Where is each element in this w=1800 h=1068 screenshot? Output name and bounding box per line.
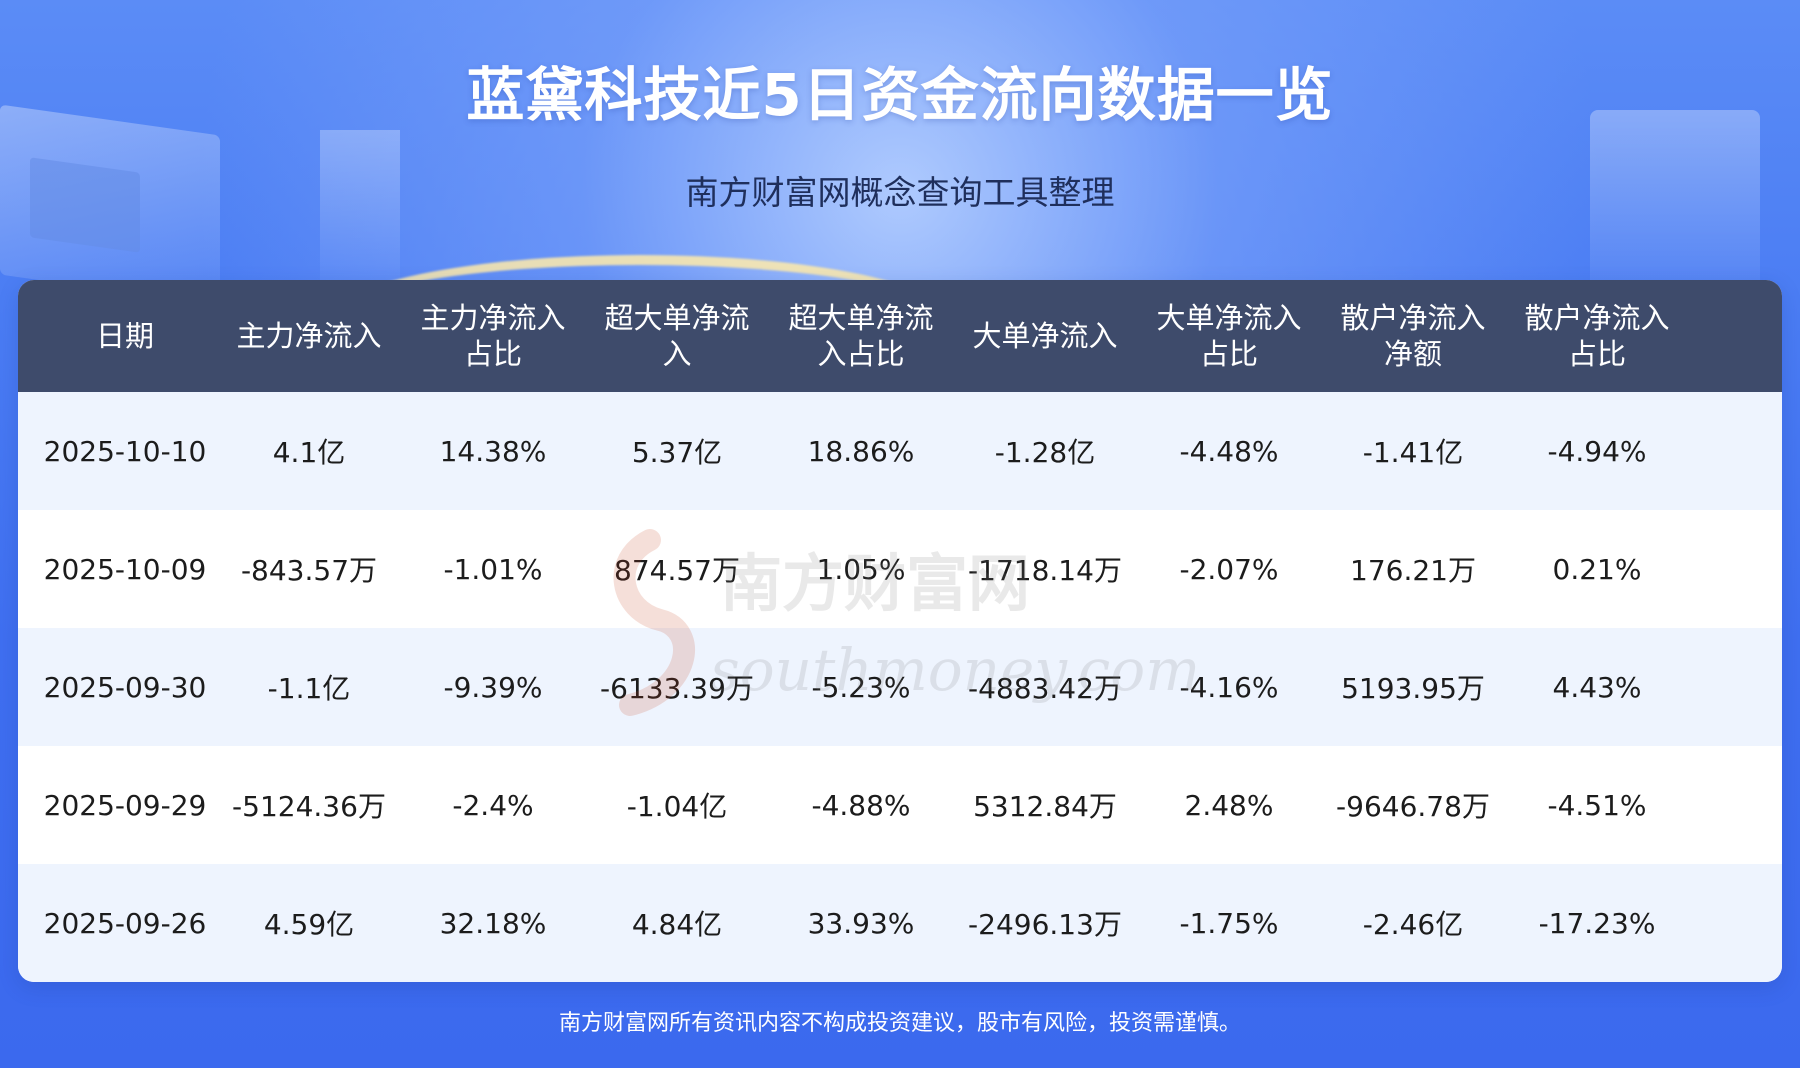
table-cell: 874.57万 — [614, 554, 740, 587]
table-cell: -5124.36万 — [232, 790, 386, 823]
table-cell: -843.57万 — [240, 554, 378, 587]
table-cell: -9646.78万 — [1336, 790, 1490, 823]
table-cell: -5.23% — [811, 670, 911, 704]
column-header: 日期 — [95, 319, 154, 353]
table-cell: 176.21万 — [1350, 554, 1476, 587]
table-cell: 2025-09-30 — [43, 670, 207, 704]
page-subtitle: 南方财富网概念查询工具整理 — [685, 173, 1115, 212]
column-header: 大单净流入 — [972, 319, 1118, 353]
table-cell: 4.1亿 — [272, 436, 346, 469]
table-cell: 4.84亿 — [631, 908, 723, 941]
column-header: 散户净流入 占比 — [1524, 301, 1670, 371]
table-cell: -9.39% — [443, 670, 543, 704]
table-cell: 0.21% — [1552, 552, 1642, 586]
column-header: 大单净流入 占比 — [1156, 301, 1302, 371]
table-cell: 1.05% — [816, 552, 906, 586]
table-row: 2025-09-26 4.59亿 32.18% 4.84亿 33.93% -24… — [18, 864, 1782, 982]
table-cell: -1.28亿 — [994, 436, 1096, 469]
table-cell: -6133.39万 — [600, 672, 754, 705]
table-cell: 5312.84万 — [973, 790, 1117, 823]
table-cell: 4.43% — [1552, 670, 1642, 704]
table-cell: -4.88% — [811, 788, 911, 822]
table-cell: -1.1亿 — [267, 672, 351, 705]
column-header: 散户净流入 净额 — [1340, 301, 1486, 371]
decor-arc — [330, 255, 950, 385]
table-cell: 5193.95万 — [1341, 672, 1485, 705]
table-cell: -1.01% — [443, 552, 543, 586]
table-cell: 32.18% — [439, 906, 547, 940]
table-cell: -2.07% — [1179, 552, 1279, 586]
table-cell: -1.75% — [1179, 906, 1279, 940]
table-cell: -4.51% — [1547, 788, 1647, 822]
table-cell: 2025-10-09 — [43, 552, 207, 586]
table-cell: 2.48% — [1184, 788, 1274, 822]
decor-pillar — [320, 130, 400, 280]
table-cell: -1.41亿 — [1362, 436, 1464, 469]
table-row: 2025-09-29 -5124.36万 -2.4% -1.04亿 -4.88%… — [18, 746, 1782, 864]
column-header: 超大单净流 入占比 — [788, 301, 934, 371]
table-cell: 5.37亿 — [631, 436, 723, 469]
fund-flow-table: 日期 主力净流入 主力净流入 占比 超大单净流 入 超大单净流 入占比 大单净流… — [18, 280, 1782, 982]
table-cell: -17.23% — [1538, 906, 1656, 940]
table-cell: 4.59亿 — [263, 908, 355, 941]
table-cell: -2.4% — [452, 788, 534, 822]
table-cell: -4.16% — [1179, 670, 1279, 704]
table-cell: -4883.42万 — [968, 672, 1122, 705]
table-cell: -2.46亿 — [1362, 908, 1464, 941]
table-row: 2025-10-09 -843.57万 -1.01% 874.57万 1.05%… — [18, 510, 1782, 628]
column-header: 主力净流入 — [236, 319, 382, 353]
table-cell: -4.48% — [1179, 434, 1279, 468]
table-cell: 2025-09-26 — [43, 906, 207, 940]
table-cell: 18.86% — [807, 434, 915, 468]
table-cell: -4.94% — [1547, 434, 1647, 468]
table-row: 2025-09-30 -1.1亿 -9.39% -6133.39万 -5.23%… — [18, 628, 1782, 746]
table-cell: 2025-09-29 — [43, 788, 207, 822]
table-cell: -2496.13万 — [968, 908, 1122, 941]
table-row: 2025-10-10 4.1亿 14.38% 5.37亿 18.86% -1.2… — [18, 392, 1782, 510]
table-cell: 33.93% — [807, 906, 915, 940]
decor-block-right — [1590, 110, 1760, 290]
footer-disclaimer: 南方财富网所有资讯内容不构成投资建议，股市有风险，投资需谨慎。 — [558, 1011, 1241, 1036]
table-cell: 14.38% — [439, 434, 547, 468]
table-cell: -1718.14万 — [968, 554, 1122, 587]
page-title: 蓝黛科技近5日资金流向数据一览 — [466, 61, 1334, 129]
table-cell: -1.04亿 — [626, 790, 728, 823]
table-header: 日期 主力净流入 主力净流入 占比 超大单净流 入 超大单净流 入占比 大单净流… — [18, 280, 1782, 392]
column-header: 超大单净流 入 — [604, 301, 750, 371]
column-header: 主力净流入 占比 — [420, 301, 566, 371]
table-cell: 2025-10-10 — [43, 434, 207, 468]
